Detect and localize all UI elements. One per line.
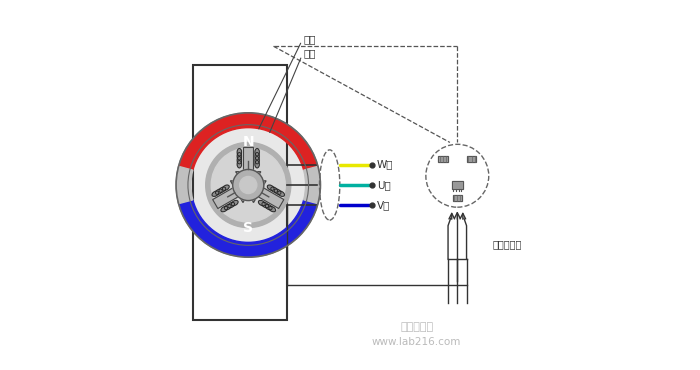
- Text: S: S: [244, 221, 253, 235]
- Ellipse shape: [228, 202, 234, 208]
- Ellipse shape: [265, 204, 272, 210]
- Polygon shape: [251, 181, 266, 202]
- Text: 转子: 转子: [304, 34, 316, 44]
- Text: U相: U相: [377, 180, 391, 190]
- Ellipse shape: [255, 157, 260, 164]
- Text: V相: V相: [377, 200, 390, 211]
- Ellipse shape: [237, 157, 241, 164]
- Bar: [453, 195, 462, 201]
- Bar: [452, 181, 463, 189]
- Ellipse shape: [237, 148, 241, 156]
- Wedge shape: [179, 200, 317, 256]
- Ellipse shape: [255, 152, 260, 160]
- Ellipse shape: [274, 189, 281, 194]
- Circle shape: [232, 169, 264, 201]
- Ellipse shape: [237, 161, 241, 168]
- Polygon shape: [213, 186, 241, 209]
- Text: www.lab216.com: www.lab216.com: [372, 337, 461, 347]
- Text: 定子: 定子: [304, 48, 316, 59]
- Polygon shape: [243, 147, 253, 174]
- Polygon shape: [256, 186, 284, 209]
- Bar: [193, 65, 287, 320]
- Wedge shape: [179, 114, 317, 170]
- Ellipse shape: [237, 152, 241, 160]
- Circle shape: [206, 142, 290, 228]
- Ellipse shape: [267, 185, 274, 191]
- Circle shape: [176, 113, 321, 257]
- Circle shape: [211, 148, 286, 222]
- Text: 位置传感器: 位置传感器: [493, 239, 522, 249]
- Bar: [467, 156, 476, 162]
- Polygon shape: [236, 172, 261, 177]
- Ellipse shape: [225, 204, 231, 210]
- Text: 中实仪信网: 中实仪信网: [400, 322, 433, 333]
- Ellipse shape: [221, 206, 228, 212]
- Circle shape: [188, 125, 309, 245]
- Bar: [438, 156, 448, 162]
- Ellipse shape: [216, 189, 223, 194]
- Bar: [453, 195, 462, 201]
- Wedge shape: [304, 166, 320, 204]
- Circle shape: [239, 176, 257, 194]
- Bar: [438, 156, 448, 162]
- Ellipse shape: [258, 201, 265, 206]
- Ellipse shape: [212, 191, 219, 196]
- Wedge shape: [177, 166, 193, 204]
- Ellipse shape: [223, 185, 229, 191]
- Ellipse shape: [255, 148, 260, 156]
- Text: W相: W相: [377, 159, 393, 170]
- Ellipse shape: [255, 161, 260, 168]
- Polygon shape: [230, 181, 246, 202]
- Text: N: N: [242, 135, 254, 149]
- Ellipse shape: [271, 187, 277, 192]
- Ellipse shape: [262, 202, 269, 208]
- Ellipse shape: [231, 201, 238, 206]
- Bar: [452, 181, 463, 189]
- Bar: [467, 156, 476, 162]
- Ellipse shape: [278, 191, 284, 196]
- Ellipse shape: [219, 187, 225, 192]
- Ellipse shape: [269, 206, 276, 212]
